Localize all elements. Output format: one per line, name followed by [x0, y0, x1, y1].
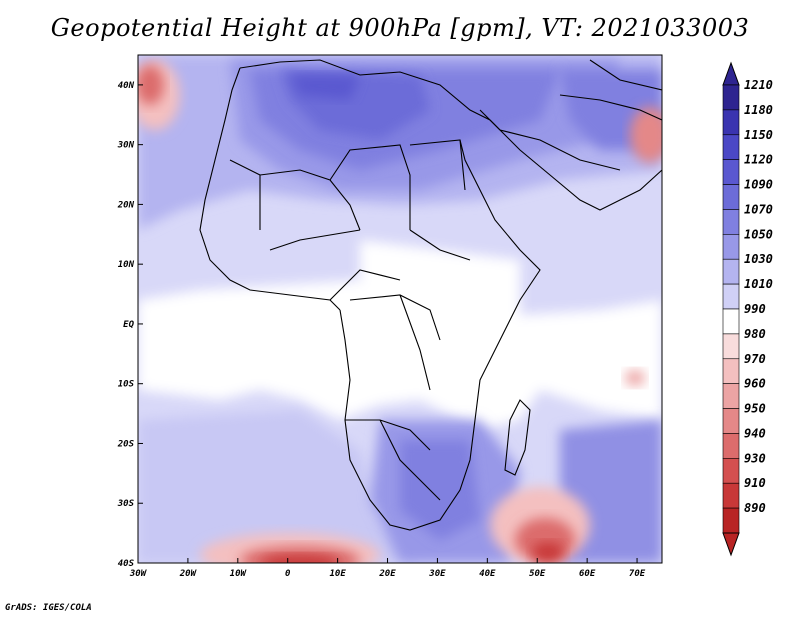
colorbar-label: 1030	[744, 252, 773, 266]
chart-title: Geopotential Height at 900hPa [gpm], VT:…	[50, 14, 750, 42]
lat-tick-label: EQ	[123, 320, 134, 330]
colorbar-swatch	[722, 308, 740, 335]
colorbar-swatch	[722, 134, 740, 160]
lon-tick-label: 70E	[629, 569, 646, 579]
colorbar-swatch	[722, 209, 740, 235]
colorbar-label: 1050	[744, 227, 773, 241]
colorbar-swatch	[722, 333, 740, 360]
lon-tick-label: 20E	[378, 569, 396, 579]
lon-tick-label: 40E	[479, 569, 496, 579]
colorbar-label: 1210	[744, 78, 773, 92]
grads-credit: GrADS: IGES/COLA	[5, 603, 92, 613]
colorbar-swatch	[722, 482, 740, 509]
colorbar-label: 930	[744, 451, 766, 465]
colorbar-label: 1180	[744, 103, 773, 117]
colorbar-swatch	[722, 507, 740, 534]
colorbar-swatch	[722, 408, 740, 434]
lon-tick-label: 30W	[129, 569, 148, 579]
coastlines	[199, 59, 662, 531]
colorbar-label: 1120	[744, 153, 773, 167]
colorbar-label: 980	[744, 327, 766, 341]
colorbar-swatch	[722, 234, 740, 260]
colorbar-label: 960	[744, 377, 766, 391]
colorbar-label: 940	[744, 426, 766, 440]
colorbar-label: 1090	[744, 178, 773, 192]
lon-tick-label: 30E	[428, 569, 446, 579]
lon-tick-label: 20W	[179, 569, 198, 579]
lat-tick-label: 40S	[118, 559, 135, 569]
height-field	[138, 55, 662, 563]
lat-tick-label: 30S	[117, 499, 135, 509]
lat-tick-label: 40N	[118, 81, 135, 91]
colorbar: 1210 1180 1150 1120 1090 1070 1050 1030 1010 990 9…	[722, 61, 773, 557]
plot-frame	[137, 54, 663, 564]
colorbar-label: 950	[744, 402, 766, 416]
colorbar-swatch	[722, 159, 740, 185]
lat-axis: 40N 30N 20N 10N EQ 10S 20S 30S 40S	[117, 81, 143, 569]
lat-tick-label: 30N	[117, 141, 135, 151]
colorbar-swatch	[722, 283, 740, 310]
colorbar-label: 990	[744, 302, 766, 316]
colorbar-swatch	[722, 258, 740, 285]
lon-tick-label: 10W	[230, 569, 248, 579]
colorbar-label: 1070	[744, 202, 773, 216]
colorbar-swatch	[722, 84, 740, 111]
colorbar-swatch	[722, 358, 740, 384]
colorbar-label: 1150	[744, 128, 773, 142]
colorbar-label: 970	[744, 352, 766, 366]
lat-tick-label: 20S	[117, 439, 135, 449]
colorbar-swatch	[722, 383, 740, 409]
colorbar-swatch	[722, 184, 740, 210]
colorbar-label: 890	[744, 501, 766, 515]
lat-tick-label: 10S	[118, 380, 135, 390]
colorbar-label: 1010	[744, 277, 773, 291]
colorbar-swatch	[722, 109, 740, 136]
colorbar-bottom-arrow	[722, 532, 740, 557]
colorbar-swatch	[722, 458, 740, 484]
lon-tick-label: 60E	[579, 569, 596, 579]
colorbar-top-arrow	[722, 61, 740, 86]
lat-tick-label: 20N	[117, 200, 135, 210]
lon-tick-label: 10E	[329, 569, 346, 579]
lon-tick-label: 0	[285, 569, 291, 579]
colorbar-swatch	[722, 433, 740, 459]
colorbar-label: 910	[744, 476, 766, 490]
lon-axis: 30W 20W 10W 0 10E 20E 30E 40E 50E 60E 70E	[129, 558, 646, 579]
lat-tick-label: 10N	[118, 260, 135, 270]
lon-tick-label: 50E	[529, 569, 546, 579]
